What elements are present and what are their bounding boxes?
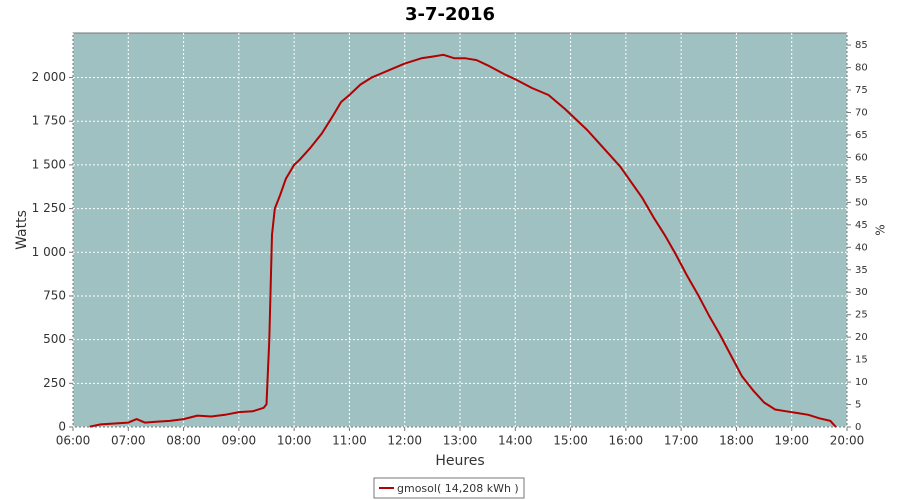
- x-tick-label: 15:00: [553, 434, 588, 448]
- y2-tick-label: 25: [855, 310, 868, 321]
- x-tick-label: 09:00: [222, 434, 257, 448]
- chart-title: 3-7-2016: [405, 4, 495, 25]
- y-tick-label: 0: [58, 420, 66, 434]
- y-tick-label: 500: [43, 332, 66, 346]
- y2-tick-label: 20: [855, 332, 868, 343]
- y-tick-label: 1 000: [32, 245, 66, 259]
- x-tick-label: 20:00: [830, 434, 865, 448]
- y2-tick-label: 40: [855, 242, 868, 253]
- y2-tick-label: 30: [855, 287, 868, 298]
- y2-tick-label: 65: [855, 130, 868, 141]
- y2-axis-label: %: [874, 224, 888, 235]
- y2-tick-label: 55: [855, 175, 868, 186]
- legend: gmosol( 14,208 kWh ): [373, 477, 525, 499]
- legend-label: gmosol( 14,208 kWh ): [397, 482, 519, 495]
- y2-tick-label: 10: [855, 377, 868, 388]
- y-tick-label: 2 000: [32, 70, 66, 84]
- y2-tick-label: 50: [855, 197, 868, 208]
- y-tick-label: 750: [43, 288, 66, 302]
- x-tick-label: 08:00: [166, 434, 201, 448]
- y2-tick-label: 80: [855, 63, 868, 74]
- x-tick-label: 19:00: [774, 434, 809, 448]
- y2-tick-label: 35: [855, 265, 868, 276]
- x-tick-label: 17:00: [664, 434, 699, 448]
- x-tick-label: 06:00: [56, 434, 91, 448]
- y-tick-label: 250: [43, 376, 66, 390]
- y2-tick-label: 5: [855, 400, 861, 411]
- legend-box: [373, 477, 525, 499]
- y-tick-label: 1 500: [32, 157, 66, 171]
- x-tick-label: 07:00: [111, 434, 146, 448]
- data-line: [89, 53, 837, 428]
- y2-tick-label: 85: [855, 40, 868, 51]
- x-tick-label: 18:00: [719, 434, 754, 448]
- x-tick-label: 11:00: [332, 434, 367, 448]
- x-tick-label: 14:00: [498, 434, 533, 448]
- y2-tick-label: 75: [855, 85, 868, 96]
- x-tick-label: 13:00: [443, 434, 478, 448]
- y-tick-label: 1 250: [32, 201, 66, 215]
- y-tick-label: 1 750: [32, 114, 66, 128]
- x-tick-label: 10:00: [277, 434, 312, 448]
- x-tick-label: 16:00: [609, 434, 644, 448]
- y-axis-label: Watts: [14, 210, 30, 250]
- x-axis-label: Heures: [435, 453, 484, 469]
- y2-tick-label: 15: [855, 355, 868, 366]
- y2-tick-label: 0: [855, 422, 861, 433]
- y2-tick-label: 45: [855, 220, 868, 231]
- y2-tick-label: 70: [855, 108, 868, 119]
- y2-tick-label: 60: [855, 152, 868, 163]
- x-tick-label: 12:00: [387, 434, 422, 448]
